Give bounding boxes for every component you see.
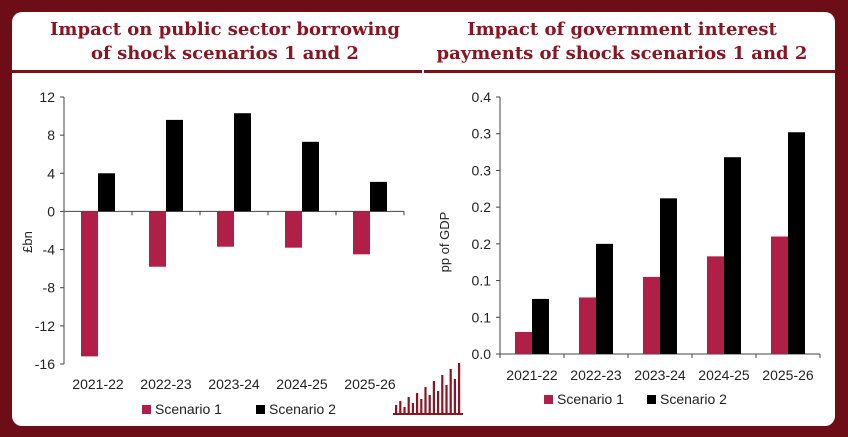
- right-chart-title: Impact of government interest payments o…: [436, 19, 808, 64]
- left-bar-scenario1: [353, 211, 370, 255]
- left-x-tick-label: 2022-23: [140, 376, 192, 392]
- right-bar-scenario2: [788, 132, 805, 354]
- right-bar-scenario1: [579, 297, 596, 354]
- left-bar-scenario2: [302, 141, 319, 212]
- right-x-tick-label: 2022-23: [570, 367, 622, 383]
- logo-bar: [416, 393, 419, 413]
- right-legend-swatch-2: [647, 395, 656, 404]
- logo-bar: [445, 385, 448, 413]
- right-bar-scenario2: [724, 157, 741, 354]
- right-y-tick-label: 0.1: [472, 273, 492, 289]
- logo-bar: [403, 407, 406, 413]
- right-bar-scenario2: [532, 298, 549, 354]
- logo-bar: [395, 405, 398, 413]
- logo-bar: [424, 387, 427, 413]
- left-bar-scenario2: [234, 113, 251, 212]
- left-y-tick-label: -12: [35, 318, 55, 334]
- left-legend-swatch-2: [256, 405, 265, 414]
- left-y-tick-label: -16: [35, 356, 55, 372]
- left-y-tick-label: -8: [43, 280, 56, 296]
- right-bar-scenario2: [596, 243, 613, 354]
- left-bar-chart: 12 8 4 0 -4 -8 -12 -16 2021-22 2022-23 2023-24 2024…: [20, 89, 405, 417]
- right-x-tick-label: 2023-24: [634, 367, 686, 383]
- right-y-tick-label: 0.4: [472, 89, 492, 105]
- right-y-tick-label: 0.0: [472, 346, 492, 362]
- logo-bar: [428, 395, 431, 413]
- left-x-tick-label: 2025-26: [344, 376, 396, 392]
- right-legend-swatch-1: [544, 395, 553, 404]
- left-y-tick-label: -4: [43, 242, 56, 258]
- left-x-tick-label: 2023-24: [208, 376, 260, 392]
- left-bar-scenario2: [370, 181, 387, 212]
- logo-bar: [407, 397, 410, 413]
- left-chart-title: Impact on public sector borrowing of sho…: [50, 19, 400, 64]
- right-bar-scenario1: [643, 276, 660, 354]
- left-y-axis-label: £bn: [20, 231, 35, 253]
- right-title-rule: [424, 70, 835, 73]
- chart-frame: Impact on public sector borrowing of sho…: [12, 12, 835, 426]
- right-y-tick-label: 0.2: [472, 236, 492, 252]
- right-legend-label-1: Scenario 1: [557, 391, 624, 407]
- right-y-tick-label: 0.3: [472, 162, 492, 178]
- right-x-tick-label: 2024-25: [698, 367, 750, 383]
- right-bar-scenario2: [660, 198, 677, 354]
- right-bar-scenario1: [707, 256, 724, 354]
- left-y-tick-label: 4: [47, 165, 55, 181]
- logo-bar: [411, 403, 414, 413]
- left-legend-label-1: Scenario 1: [155, 401, 222, 417]
- right-x-tick-label: 2021-22: [506, 367, 558, 383]
- left-legend-label-2: Scenario 2: [269, 401, 336, 417]
- left-y-tick-label: 12: [39, 89, 55, 105]
- right-y-axis-label: pp of GDP: [437, 212, 452, 273]
- left-title-rule: [12, 70, 422, 73]
- logo-bar: [458, 363, 461, 413]
- right-y-tick-label: 0.3: [472, 126, 492, 142]
- logo-bar: [399, 401, 402, 413]
- right-y-tick-label: 0.1: [472, 309, 492, 325]
- right-bar-scenario1: [771, 236, 788, 354]
- left-y-tick-label: 0: [47, 203, 55, 219]
- logo-bar: [420, 399, 423, 413]
- left-bar-scenario2: [98, 173, 115, 212]
- right-bar-scenario1: [515, 331, 532, 354]
- left-bar-scenario2: [166, 119, 183, 212]
- left-bar-scenario1: [149, 211, 166, 267]
- left-bar-scenario1: [81, 211, 98, 357]
- logo-bar: [453, 379, 456, 413]
- left-bar-scenario1: [217, 211, 234, 247]
- left-x-tick-label: 2021-22: [72, 376, 124, 392]
- logo-bar: [441, 375, 444, 413]
- right-x-tick-label: 2025-26: [762, 367, 814, 383]
- left-x-tick-label: 2024-25: [276, 376, 328, 392]
- logo-bar: [437, 391, 440, 413]
- bar-logo: [393, 363, 463, 415]
- logo-bar: [432, 381, 435, 413]
- logo-baseline: [393, 413, 463, 415]
- logo-bar: [449, 369, 452, 413]
- left-legend-swatch-1: [142, 405, 151, 414]
- left-bar-scenario1: [285, 211, 302, 248]
- left-y-tick-label: 8: [47, 127, 55, 143]
- right-y-tick-label: 0.2: [472, 199, 492, 215]
- right-legend-label-2: Scenario 2: [660, 391, 727, 407]
- right-bar-chart: 0.4 0.3 0.3 0.2 0.2 0.1 0.1 0.0 2021-22 2022-23 20…: [393, 89, 821, 415]
